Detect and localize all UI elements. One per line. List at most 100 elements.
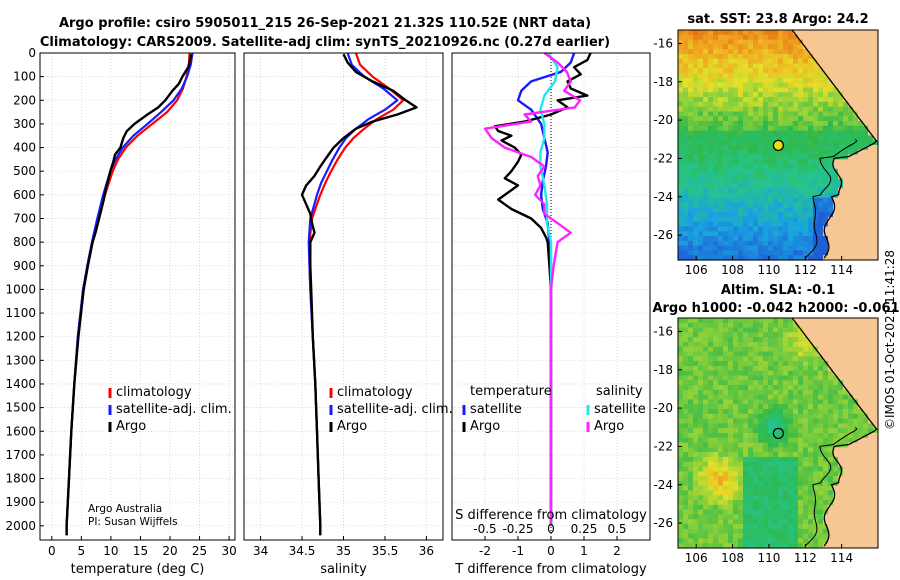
map-cell: [808, 327, 814, 333]
map-cell: [803, 404, 809, 410]
map-cell: [738, 216, 744, 223]
map-cell: [753, 207, 759, 213]
map-cell: [678, 216, 684, 223]
map-cell: [703, 485, 709, 492]
map-cell: [733, 538, 739, 544]
map-cell: [728, 236, 734, 242]
map-cell: [833, 543, 839, 549]
map-cell: [848, 399, 854, 405]
map-cell: [688, 380, 694, 386]
map-cell: [833, 149, 839, 156]
map-cell: [728, 490, 734, 496]
map-cell: [683, 68, 689, 74]
map-cell: [853, 140, 859, 146]
map-cell: [788, 145, 794, 151]
map-cell: [863, 456, 869, 463]
map-cell: [868, 346, 874, 353]
map-cell: [718, 332, 724, 338]
map-cell: [858, 106, 864, 113]
map-cell: [718, 168, 724, 175]
map-cell: [723, 365, 729, 372]
map-cell: [703, 188, 709, 194]
map-cell: [823, 437, 829, 444]
map-cell: [793, 404, 799, 410]
map-cell: [753, 221, 759, 228]
map-cell: [798, 418, 804, 425]
map-cell: [718, 318, 724, 324]
map-cell: [858, 351, 864, 357]
map-cell: [818, 212, 824, 218]
map-cell: [768, 528, 774, 535]
map-cell: [863, 192, 869, 199]
y-tick-label: -24: [653, 478, 673, 492]
map-cell: [743, 111, 749, 117]
map-cell: [833, 130, 839, 137]
map-cell: [698, 164, 704, 170]
map-cell: [818, 226, 824, 232]
map-cell: [773, 101, 779, 108]
map-cell: [833, 101, 839, 108]
map-cell: [728, 524, 734, 530]
map-cell: [863, 101, 869, 108]
map-cell: [758, 111, 764, 117]
map-cell: [773, 216, 779, 223]
map-cell: [833, 361, 839, 367]
map-cell: [743, 480, 749, 487]
map-cell: [758, 212, 764, 218]
map-cell: [708, 361, 714, 367]
map-cell: [683, 39, 689, 45]
map-cell: [838, 145, 844, 151]
map-cell: [708, 504, 714, 511]
map-cell: [713, 337, 719, 343]
map-cell: [688, 524, 694, 530]
map-cell: [758, 255, 764, 261]
map-cell: [723, 188, 729, 194]
map-cell: [703, 197, 709, 204]
map-cell: [833, 221, 839, 228]
map-cell: [758, 476, 764, 482]
map-cell: [868, 202, 874, 208]
map-cell: [738, 385, 744, 391]
map-cell: [718, 173, 724, 180]
map-cell: [693, 168, 699, 175]
map-cell: [808, 524, 814, 530]
map-cell: [848, 164, 854, 170]
y-tick-label: -18: [653, 75, 673, 89]
map-cell: [833, 318, 839, 324]
map-cell: [813, 404, 819, 410]
map-cell: [863, 356, 869, 362]
map-cell: [743, 428, 749, 434]
map-cell: [773, 356, 779, 362]
map-cell: [843, 116, 849, 122]
map-cell: [843, 318, 849, 324]
map-cell: [768, 509, 774, 516]
map-cell: [773, 130, 779, 137]
map-cell: [768, 346, 774, 353]
map-cell: [828, 63, 834, 69]
map-cell: [748, 433, 754, 439]
map-cell: [678, 428, 684, 434]
map-cell: [808, 63, 814, 69]
map-cell: [738, 442, 744, 448]
map-cell: [858, 92, 864, 98]
map-cell: [848, 168, 854, 175]
map-cell: [793, 188, 799, 194]
map-cell: [858, 538, 864, 544]
map-cell: [743, 149, 749, 156]
map-cell: [698, 68, 704, 74]
map-cell: [848, 173, 854, 180]
map-cell: [688, 101, 694, 108]
map-cell: [858, 442, 864, 448]
map-cell: [773, 183, 779, 189]
map-cell: [823, 452, 829, 458]
map-cell: [688, 212, 694, 218]
map-cell: [818, 240, 824, 247]
map-cell: [788, 456, 794, 463]
map-cell: [868, 240, 874, 247]
map-cell: [753, 509, 759, 516]
map-cell: [873, 97, 879, 103]
map-cell: [683, 149, 689, 156]
map-cell: [763, 476, 769, 482]
map-cell: [728, 380, 734, 386]
map-cell: [873, 116, 879, 122]
